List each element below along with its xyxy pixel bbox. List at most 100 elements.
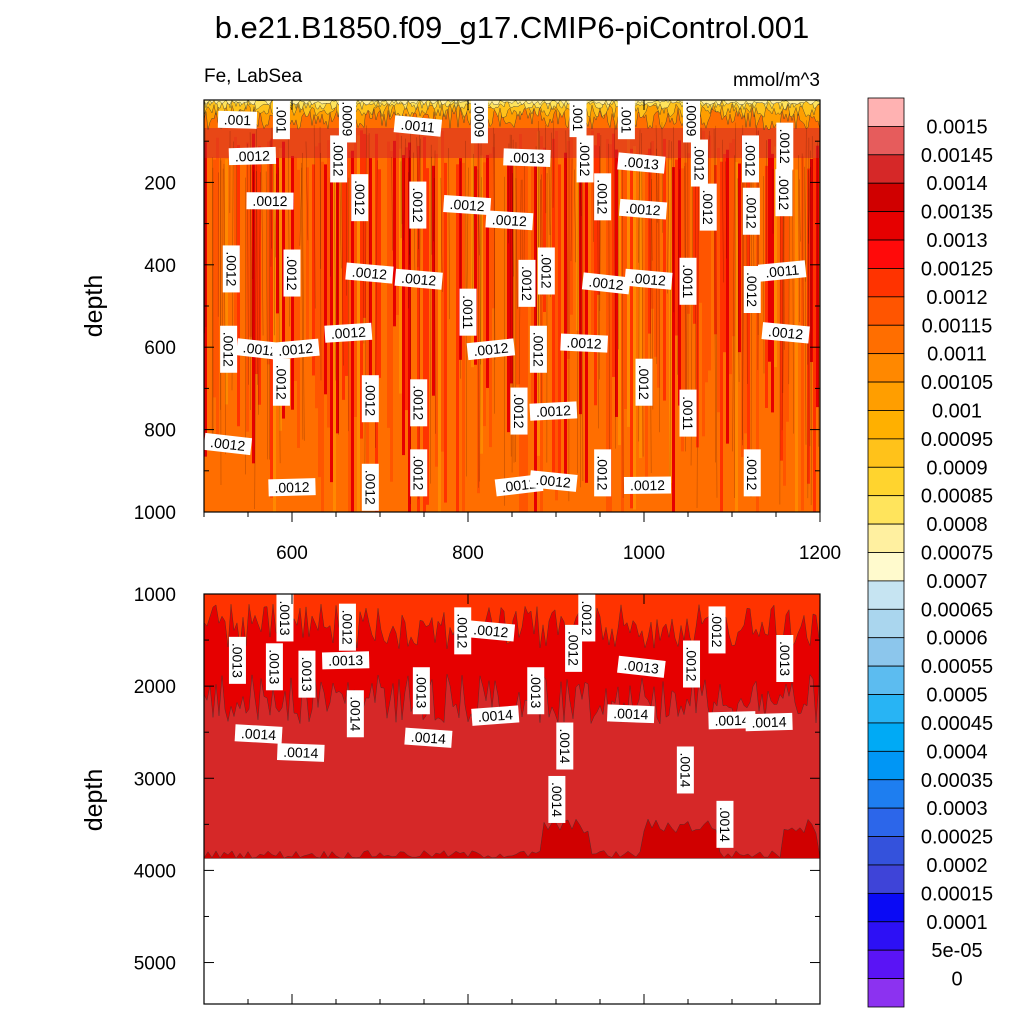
top-field-stripe [330,157,333,483]
contour-label: .0014 [234,724,283,744]
top-field-stripe [612,133,615,377]
top-field-stripe [720,161,723,512]
contour-label-box [617,100,635,140]
top-field-stripe [651,141,654,309]
contour-label: .0012 [345,262,394,284]
bottom-y-tick-label: 2000 [134,677,176,698]
top-contour-line [734,122,736,499]
top-field-stripe [654,163,657,357]
colorbar-label: 5e-05 [931,940,982,962]
units-label: mmol/m^3 [733,70,820,91]
colorbar-swatch [867,211,905,241]
contour-label: .0012 [361,463,379,511]
top-field-stripe [723,154,726,353]
top-surface-contour [204,100,820,119]
colorbar-swatch [867,779,905,809]
contour-label-box [220,325,238,373]
contour-label: .0013 [265,643,283,691]
colorbar-swatch [867,495,905,525]
colorbar-swatch [867,268,905,298]
top-field-stripe [549,161,552,512]
top-contour-line [493,127,496,360]
contour-label-text: .0012 [284,256,300,291]
contour-label-text: .0012 [595,455,611,490]
colorbar-label: 0.00085 [921,486,993,508]
contour-label-text: .0012 [252,193,287,209]
top-contour-line [204,127,207,328]
contour-label-box [548,775,566,823]
top-contour-line [254,171,257,510]
top-field-stripe [315,146,318,409]
top-contour-line [223,163,226,455]
top-contour-line [651,179,653,261]
contour-label-text: .001 [273,106,289,133]
contour-label-box [529,401,578,421]
top-field-stripe [363,133,366,318]
contour-label: .0012 [537,247,555,295]
contour-label-box [393,115,443,137]
contour-label: .0012 [361,375,379,423]
contour-label-box [569,100,587,138]
top-field-stripe [603,162,606,362]
contour-label: .0013 [527,667,545,715]
contour-label-text: .0011 [680,264,696,298]
top-x-tick-label: 800 [452,543,484,564]
top-field-stripe [738,163,741,353]
contour-label-box [443,195,492,216]
contour-label: .0012 [271,338,320,360]
top-field-stripe [441,131,444,452]
bottom-y-tick-label: 5000 [134,954,176,975]
colorbar-swatch [867,807,905,837]
top-field-stripe [816,145,819,408]
colorbar-label: 0.0005 [926,685,987,707]
top-x-tick-label: 1200 [799,543,841,564]
contour-label-text: .0012 [630,270,667,289]
top-field-stripe [747,165,750,475]
top-field-stripe [210,165,213,500]
top-field-stripe [495,161,498,512]
contour-label-box [743,266,761,314]
top-field-stripe [672,167,675,512]
top-field-stripe [690,136,693,288]
top-x-tick-label: 1000 [623,543,665,564]
colorbar-swatch [867,892,905,923]
top-field-stripe [393,140,396,327]
contour-label-box [679,389,697,437]
contour-label-box [394,268,443,290]
colorbar-label: 0.0006 [926,628,987,650]
top-field-stripe [585,162,588,483]
contour-label: .0012 [699,183,717,231]
contour-label-box [222,245,240,293]
top-contour-line [570,158,573,262]
contour-label-text: .0013 [509,149,545,166]
contour-label-text: .0012 [501,475,538,495]
contour-label-box [560,333,609,353]
contour-label-box [412,667,430,715]
contour-label-text: .0011 [400,116,436,135]
colorbar-swatch [867,154,905,184]
colorbar-swatch [867,694,905,724]
contour-label-box [576,135,594,183]
contour-label: .0012 [510,387,528,435]
contour-label: .0012 [485,210,534,231]
contour-label-text: .0012 [352,180,368,215]
top-field-stripe [540,136,543,512]
contour-label-box [581,272,631,295]
top-contour-line [466,167,469,305]
bottom-y-tick-label: 3000 [134,769,176,790]
top-contour-line [305,141,309,241]
contour-label: .0012 [635,358,653,406]
contour-label-text: .0012 [742,141,758,176]
top-field-stripe [213,159,216,398]
contour-label-box [361,375,379,423]
contour-label: .0009 [338,100,356,143]
top-field-stripe [591,130,594,351]
top-contour-line [565,130,568,334]
colorbar-label: 0.0014 [926,173,987,195]
contour-label: .0012 [272,358,290,406]
top-field-stripe [240,148,243,495]
contour-label-box [623,476,672,494]
contour-label-box [228,146,277,166]
contour-label-box [690,139,708,187]
top-field-stripe [297,169,300,448]
